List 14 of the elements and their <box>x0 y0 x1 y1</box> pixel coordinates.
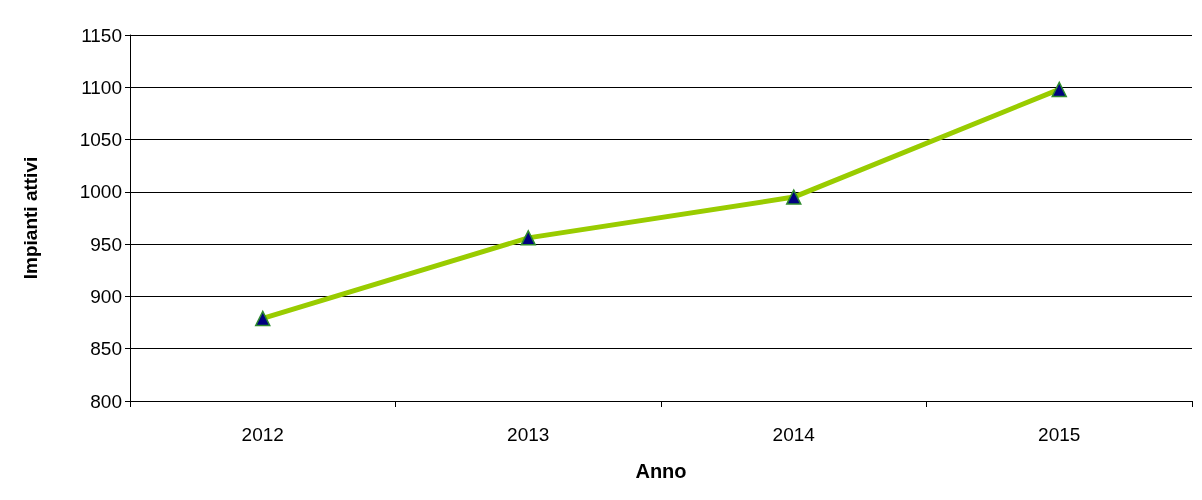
x-tick-label: 2015 <box>1038 424 1081 445</box>
y-tick-label: 900 <box>90 285 122 307</box>
x-tick-label: 2014 <box>772 424 816 445</box>
y-tick-label: 1050 <box>79 129 122 151</box>
y-tick-label: 1100 <box>81 76 122 98</box>
x-tick-label: 2013 <box>507 424 550 445</box>
y-axis-title: Impianti attivi <box>20 156 41 280</box>
y-tick-label: 1150 <box>81 24 122 46</box>
y-tick-label: 850 <box>90 338 122 360</box>
y-tick-label: 800 <box>90 390 122 412</box>
y-tick-label: 1000 <box>79 181 122 203</box>
x-axis-title: Anno <box>635 460 687 482</box>
x-tick-label: 2012 <box>241 424 284 445</box>
y-tick-label: 950 <box>90 233 122 255</box>
